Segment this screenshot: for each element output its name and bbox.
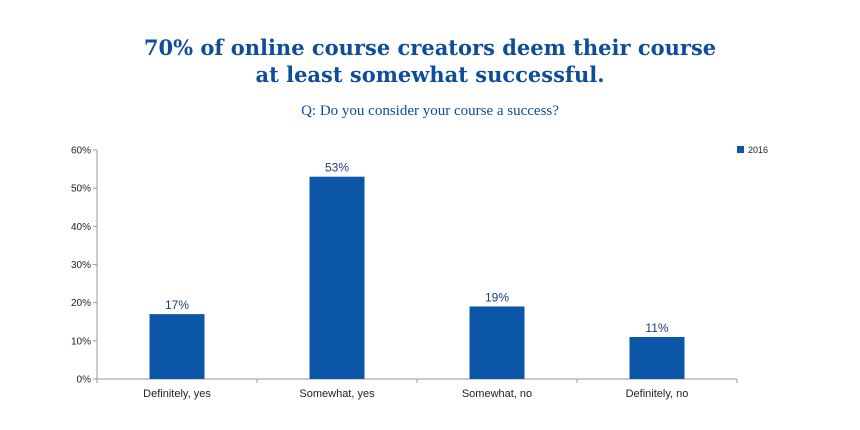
y-tick-label: 20% xyxy=(71,298,91,309)
x-category-label: Definitely, no xyxy=(626,388,689,400)
y-tick-label: 50% xyxy=(71,184,91,195)
legend-swatch xyxy=(737,146,744,153)
x-category-label: Somewhat, no xyxy=(462,388,532,400)
y-tick-label: 30% xyxy=(71,260,91,271)
data-label: 53% xyxy=(325,161,349,175)
chart-title-line-1: 70% of online course creators deem their… xyxy=(143,35,717,60)
x-category-label: Definitely, yes xyxy=(143,388,211,400)
bar xyxy=(149,314,205,379)
bar xyxy=(629,337,685,379)
x-category-label: Somewhat, yes xyxy=(299,388,375,400)
bar xyxy=(469,306,525,379)
y-tick-label: 10% xyxy=(71,336,91,347)
y-tick-label: 0% xyxy=(77,375,92,386)
y-tick-label: 40% xyxy=(71,222,91,233)
data-label: 11% xyxy=(645,321,668,335)
chart-title: 70% of online course creators deem their… xyxy=(0,34,860,88)
chart-title-line-2: at least somewhat successful. xyxy=(255,62,605,87)
chart-subtitle: Q: Do you consider your course a success… xyxy=(301,103,559,119)
y-tick-label: 60% xyxy=(71,146,91,157)
data-label: 19% xyxy=(485,290,509,304)
bar xyxy=(309,176,365,379)
legend-label: 2016 xyxy=(748,145,768,155)
data-label: 17% xyxy=(165,298,189,312)
